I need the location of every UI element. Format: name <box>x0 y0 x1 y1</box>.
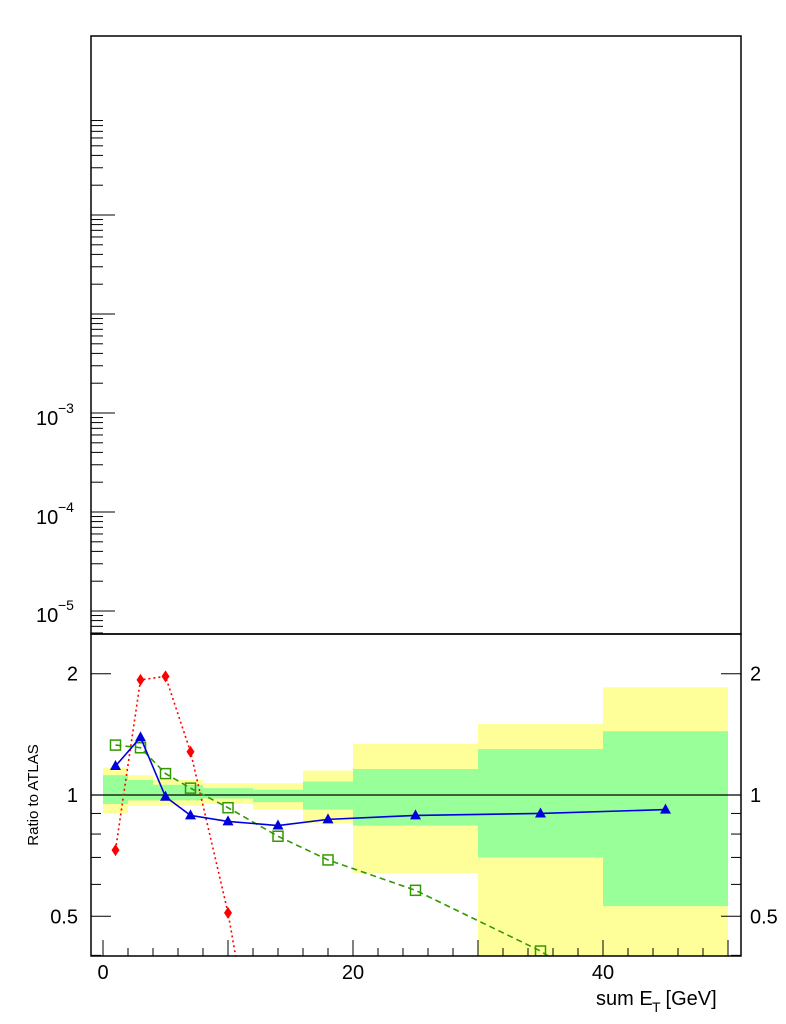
x-axis-title-subscript: T <box>652 999 661 1015</box>
inner-uncertainty-band <box>478 749 603 858</box>
series-filled-triangle <box>110 731 671 830</box>
y-tick-label-left: 2 <box>67 664 78 686</box>
y-tick-label-right: 0.5 <box>750 906 778 928</box>
data-point <box>410 809 421 820</box>
data-point <box>322 813 334 824</box>
upper-y-tick-base: 10 <box>36 605 58 627</box>
data-point <box>660 803 671 814</box>
y-tick-label-right: 2 <box>750 664 761 686</box>
data-point <box>534 945 547 956</box>
data-point <box>135 731 146 742</box>
ratio-series <box>109 670 671 956</box>
series-line <box>114 675 237 956</box>
upper-y-tick-base: 10 <box>36 507 58 529</box>
data-point <box>110 760 121 771</box>
data-point <box>222 801 234 814</box>
y-axis-title: Ratio to ATLAS <box>25 744 42 845</box>
upper-y-tick-base: 10 <box>36 408 58 430</box>
data-point <box>161 670 170 683</box>
upper-y-tick-label-1e-3: 10 −3 <box>36 400 74 430</box>
data-point <box>222 815 234 826</box>
x-axis-title-main: sum E <box>596 988 653 1010</box>
data-point <box>184 782 197 794</box>
upper-y-tick-label-1e-5: 10 −5 <box>36 597 74 627</box>
series-open-square <box>109 739 550 956</box>
inner-uncertainty-band <box>253 789 303 803</box>
y-tick-label-left: 0.5 <box>50 906 78 928</box>
x-tick-label: 20 <box>342 962 364 984</box>
data-point <box>109 739 122 751</box>
data-point <box>185 809 196 820</box>
data-point <box>160 790 171 801</box>
x-tick-label: 40 <box>592 962 614 984</box>
inner-uncertainty-band <box>128 779 153 801</box>
data-point <box>535 807 546 818</box>
upper-y-tick-exp: −3 <box>58 400 74 416</box>
x-axis-title-unit: [GeV] <box>660 988 717 1010</box>
data-point <box>136 673 145 686</box>
inner-uncertainty-band <box>603 731 728 907</box>
ratio-tick-labels: 0 20 40 0.5 0.5 1 1 2 2 <box>50 664 778 984</box>
y-tick-label-right: 1 <box>750 785 761 807</box>
series-line <box>114 735 666 827</box>
data-point <box>409 884 422 897</box>
data-point <box>224 906 232 919</box>
ratio-panel: 0 20 40 0.5 0.5 1 1 2 2 Ratio to ATLAS sum E T [… <box>25 633 778 1015</box>
data-point <box>272 830 284 843</box>
inner-uncertainty-band <box>203 788 253 799</box>
upper-panel-frame <box>90 35 742 635</box>
series-diamond <box>111 670 237 956</box>
upper-y-ticks <box>91 120 115 634</box>
data-point <box>186 745 195 758</box>
uncertainty-bands <box>103 687 728 956</box>
data-point <box>272 819 284 830</box>
data-point <box>159 767 172 780</box>
ratio-ticks <box>91 673 741 956</box>
series-line <box>115 744 550 956</box>
upper-y-tick-exp: −5 <box>58 597 74 613</box>
x-axis-title: sum E T [GeV] <box>596 988 717 1015</box>
data-point <box>322 854 334 866</box>
y-tick-label-left: 1 <box>67 785 78 807</box>
upper-y-tick-label-1e-4: 10 −4 <box>36 499 74 529</box>
upper-panel: 10 −3 10 −4 10 −5 <box>36 35 742 635</box>
upper-y-tick-exp: −4 <box>58 499 74 515</box>
data-point <box>111 844 120 857</box>
x-tick-label: 0 <box>97 962 108 984</box>
